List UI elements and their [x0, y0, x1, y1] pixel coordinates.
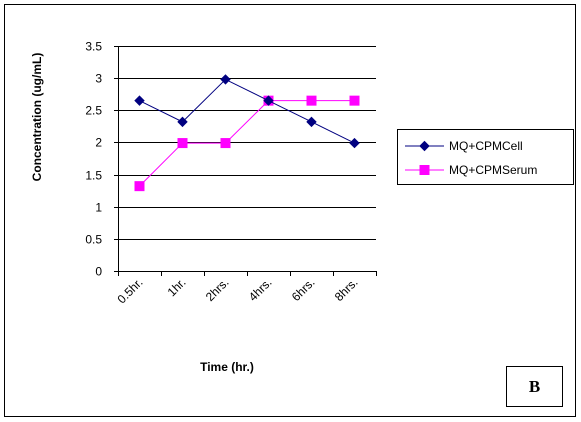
x-axis-title: Time (hr.) — [200, 360, 254, 374]
data-point — [177, 138, 188, 149]
data-point — [134, 181, 145, 192]
y-tick-label: 3 — [95, 72, 102, 86]
data-point — [177, 116, 188, 128]
legend-marker — [419, 140, 430, 152]
legend: MQ+CPMCell MQ+CPMSerum — [397, 129, 574, 185]
legend-label: MQ+CPMSerum — [449, 163, 537, 177]
legend-item: MQ+CPMSerum — [405, 163, 537, 177]
panel-label-box: B — [506, 366, 563, 407]
data-point — [349, 95, 360, 106]
y-tick-label: 0 — [95, 265, 102, 279]
series-line — [139, 78, 355, 144]
chart-border — [4, 4, 576, 417]
data-point — [134, 95, 145, 106]
series-line — [139, 100, 355, 187]
legend-marker — [419, 165, 430, 175]
legend-item: MQ+CPMCell — [405, 139, 523, 153]
data-point — [220, 138, 231, 149]
y-axis: 0 0.5 1 1.5 2 2.5 3 3.5 — [85, 40, 119, 279]
legend-label: MQ+CPMCell — [449, 139, 523, 153]
series-MQ+CPMCell — [134, 74, 360, 149]
legend-box — [397, 129, 574, 185]
y-tick-label: 1 — [95, 201, 102, 215]
data-point — [220, 74, 231, 85]
gridlines — [118, 46, 376, 240]
y-tick-label: 3.5 — [85, 40, 102, 54]
panel-label-frame — [506, 366, 563, 407]
data-point — [263, 95, 274, 106]
y-tick-label: 2 — [95, 136, 102, 150]
y-axis-title: Concentration (ug/mL) — [30, 53, 44, 182]
data-point — [306, 116, 317, 128]
panel-label: B — [529, 377, 540, 396]
data-point — [349, 137, 360, 149]
data-point — [306, 95, 317, 106]
series-layer — [134, 74, 360, 192]
y-tick-label: 2.5 — [85, 104, 102, 118]
y-tick-label: 1.5 — [85, 169, 102, 183]
y-tick-label: 0.5 — [85, 233, 102, 247]
